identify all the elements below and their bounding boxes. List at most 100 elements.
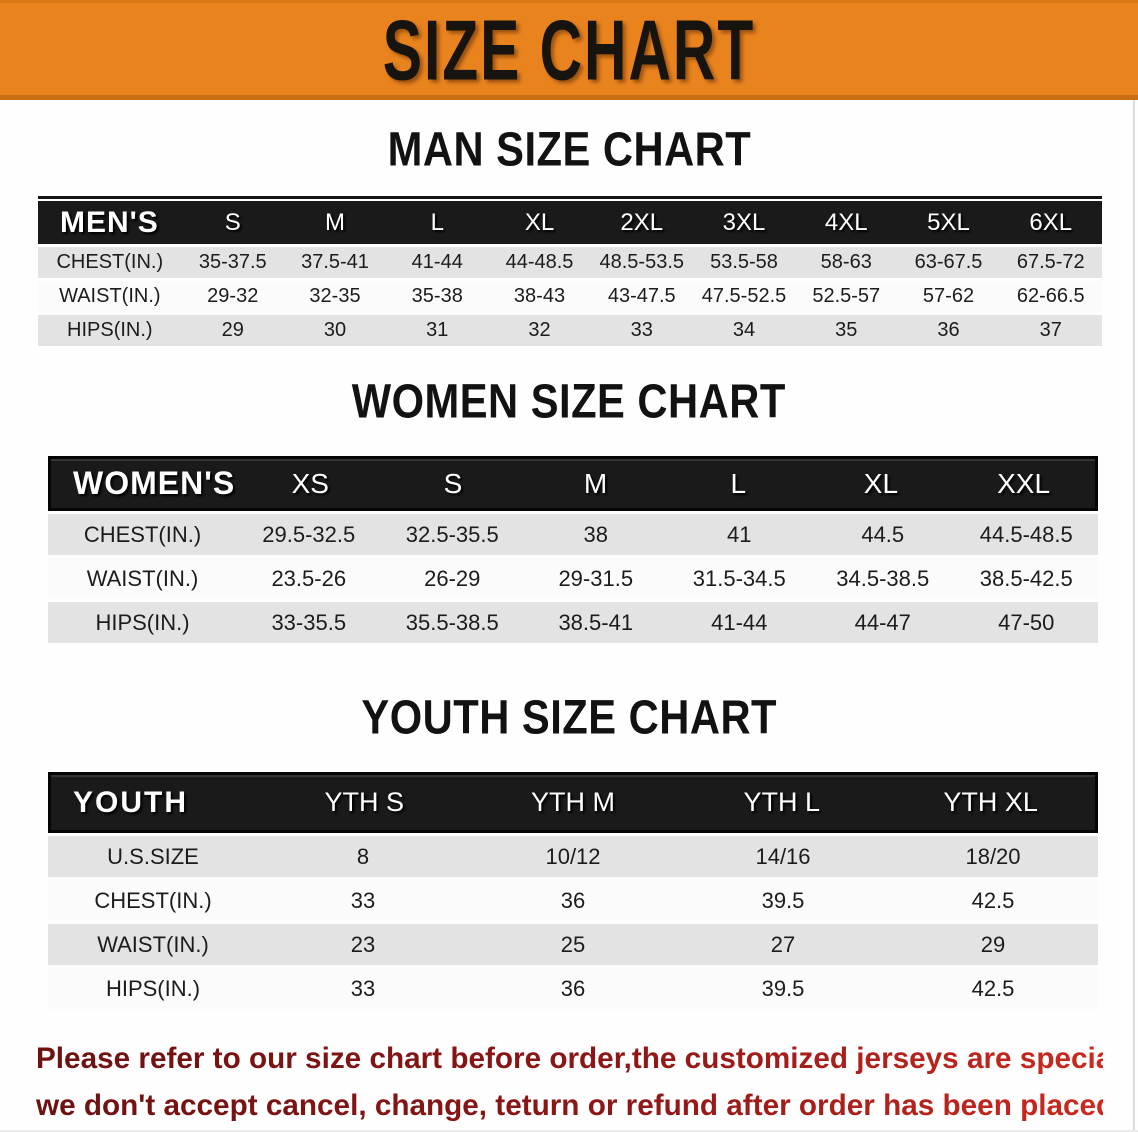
size-value-cell: 34.5-38.5 [836, 565, 930, 591]
size-column-header: YTH L [743, 787, 821, 817]
size-value-cell: 26-29 [424, 565, 481, 591]
row-label: CHEST(IN.) [83, 521, 202, 547]
size-value-cell: 53.5-58 [710, 251, 778, 273]
size-value-cell: 42.5 [971, 975, 1015, 1001]
size-column-header: M [325, 208, 345, 236]
size-column-header: 6XL [1029, 208, 1073, 236]
table-group-label: YOUTH [73, 785, 188, 819]
disclaimer-line-2: we don't accept cancel, change, teturn o… [36, 1083, 1124, 1130]
size-value-cell: 47.5-52.5 [701, 285, 787, 307]
size-column-header: XS [291, 467, 329, 499]
size-column-header: XL [524, 208, 555, 236]
size-column-header: XXL [997, 467, 1051, 499]
size-value-cell: 31 [426, 319, 449, 341]
youth-size-chart-heading: YOUTH SIZE CHART [361, 691, 777, 745]
table-header-row: YOUTH YTH S YTH M YTH L YTH XL [48, 772, 1098, 833]
size-column-header: 2XL [620, 208, 664, 236]
size-value-cell: 38-43 [513, 285, 566, 307]
size-value-cell: 27 [770, 931, 796, 957]
size-column-header: M [583, 467, 608, 499]
size-chart-banner: SIZE CHART [0, 0, 1138, 100]
size-column-header: YTH M [530, 787, 615, 817]
size-value-cell: 10/12 [545, 843, 601, 869]
table-row: WAIST(IN.) 29-32 32-35 35-38 38-43 43-47.5 47.… [38, 281, 1102, 312]
size-value-cell: 57-62 [922, 285, 975, 307]
row-label: WAIST(IN.) [97, 931, 209, 957]
disclaimer-line-1: Please refer to our size chart before or… [36, 1036, 1138, 1083]
size-column-header: S [224, 208, 241, 236]
size-value-cell: 32 [528, 319, 551, 341]
size-value-cell: 29 [221, 319, 244, 341]
size-value-cell: 58-63 [820, 251, 872, 273]
table-header-row: MEN'S S M L XL 2XL 3XL 4XL 5XL 6XL [38, 201, 1102, 244]
table-row: CHEST(IN.) 29.5-32.5 32.5-35.5 38 41 44.5 44.5… [48, 514, 1098, 555]
banner-title: SIZE CHART [382, 2, 756, 98]
page-edge-bottom [0, 1130, 1138, 1132]
size-column-header: YTH XL [943, 787, 1038, 817]
youth-size-table: YOUTH YTH S YTH M YTH L YTH XL U.S.SIZE 8 10/12… [48, 772, 1098, 1009]
size-value-cell: 33 [350, 975, 376, 1001]
disclaimer-text: Please refer to our size chart before or… [36, 1036, 1138, 1130]
size-column-header: XL [863, 467, 899, 499]
size-value-cell: 38.5-42.5 [979, 565, 1073, 591]
table-row: CHEST(IN.) 33 36 39.5 42.5 [48, 880, 1098, 921]
size-value-cell: 29 [980, 931, 1006, 957]
size-value-cell: 32-35 [309, 285, 361, 307]
size-column-header: L [730, 467, 747, 499]
table-row: HIPS(IN.) 29 30 31 32 33 34 35 36 37 [38, 315, 1102, 346]
size-value-cell: 36 [560, 975, 586, 1001]
table-row: HIPS(IN.) 33-35.5 35.5-38.5 38.5-41 41-44 44-… [48, 602, 1098, 643]
size-column-header: 5XL [927, 208, 970, 236]
table-header-row: WOMEN'S XS S M L XL XXL [48, 456, 1098, 511]
row-label: HIPS(IN.) [105, 975, 201, 1001]
size-value-cell: 33 [630, 319, 653, 341]
women-size-chart-heading: WOMEN SIZE CHART [351, 375, 787, 429]
size-value-cell: 33 [350, 887, 376, 913]
size-value-cell: 32.5-35.5 [405, 521, 499, 547]
row-label: CHEST(IN.) [94, 887, 212, 913]
row-label: WAIST(IN.) [86, 565, 199, 591]
size-value-cell: 38 [583, 521, 608, 547]
size-value-cell: 44-48.5 [505, 251, 574, 273]
size-value-cell: 36 [937, 319, 960, 341]
page-edge-right [1133, 100, 1135, 1130]
size-value-cell: 41-44 [411, 251, 463, 273]
size-value-cell: 8 [356, 843, 370, 869]
size-value-cell: 35 [835, 319, 858, 341]
size-value-cell: 18/20 [965, 843, 1021, 869]
size-value-cell: 63-67.5 [914, 251, 983, 273]
table-row: U.S.SIZE 8 10/12 14/16 18/20 [48, 836, 1098, 877]
table-group-label: WOMEN'S [73, 465, 236, 501]
size-value-cell: 52.5-57 [812, 285, 881, 307]
size-column-header: 3XL [722, 208, 766, 236]
size-value-cell: 67.5-72 [1016, 251, 1085, 273]
table-row: WAIST(IN.) 23.5-26 26-29 29-31.5 31.5-34.5 34… [48, 558, 1098, 599]
row-label: WAIST(IN.) [59, 285, 161, 307]
size-value-cell: 31.5-34.5 [692, 565, 786, 591]
table-group-label: MEN'S [60, 205, 159, 239]
size-value-cell: 47-50 [998, 609, 1055, 635]
table-row: HIPS(IN.) 33 36 39.5 42.5 [48, 968, 1098, 1009]
size-value-cell: 33-35.5 [271, 609, 347, 635]
size-value-cell: 23 [350, 931, 376, 957]
mens-size-table: MEN'S S M L XL 2XL 3XL 4XL 5XL 6XL CHEST(IN.) 35-37… [38, 196, 1102, 346]
size-value-cell: 35.5-38.5 [405, 609, 499, 635]
size-value-cell: 41-44 [711, 609, 768, 635]
size-value-cell: 29-32 [207, 285, 259, 307]
size-value-cell: 29-31.5 [558, 565, 634, 591]
size-value-cell: 42.5 [971, 887, 1015, 913]
size-value-cell: 43-47.5 [607, 285, 676, 307]
size-value-cell: 14/16 [755, 843, 811, 869]
row-label: HIPS(IN.) [67, 319, 153, 341]
size-value-cell: 36 [560, 887, 586, 913]
size-value-cell: 41 [727, 521, 752, 547]
size-value-cell: 48.5-53.5 [599, 251, 684, 273]
size-value-cell: 44-47 [854, 609, 911, 635]
row-label: CHEST(IN.) [56, 251, 164, 273]
size-column-header: S [443, 467, 463, 499]
size-value-cell: 62-66.5 [1016, 285, 1085, 307]
size-value-cell: 30 [323, 319, 347, 341]
table-row: CHEST(IN.) 35-37.5 37.5-41 41-44 44-48.5 48.5… [38, 247, 1102, 278]
size-value-cell: 25 [560, 931, 586, 957]
table-row: WAIST(IN.) 23 25 27 29 [48, 924, 1098, 965]
